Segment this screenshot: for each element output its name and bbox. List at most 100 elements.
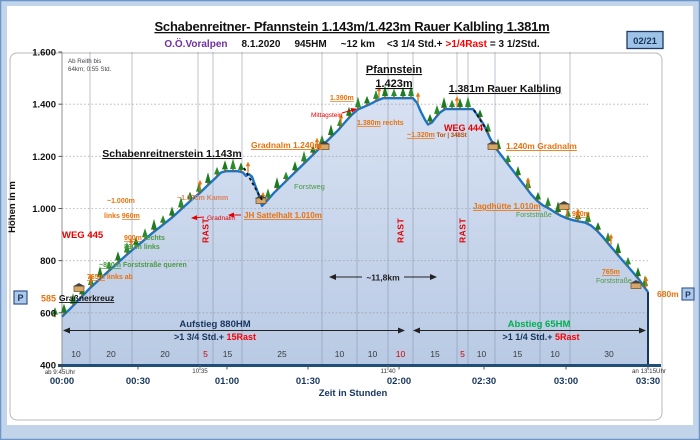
steep-section-dashes <box>243 167 263 201</box>
up-arrow-icon <box>575 208 581 220</box>
distance-label: ~12 km <box>341 39 375 50</box>
segment-minutes-label: 10 <box>550 349 560 359</box>
page-badge: 02/21 <box>626 30 664 50</box>
waypoint-765m-suffix: links ab <box>105 274 133 281</box>
parking-icon-letter: P <box>685 290 691 300</box>
mid-time1-note: 10:35 <box>192 368 208 375</box>
landmark-rauer-kalbling: 1.381m Rauer Kalbling <box>449 83 562 95</box>
end-time-note: an 13:15Uhr <box>632 368 666 375</box>
aufstieg-label: Aufstieg 880HM <box>179 319 250 330</box>
drive-note: Ab Reith bis 64km; 0:55 Std. <box>68 58 112 73</box>
waypoint-900m-suffix: rechts <box>142 235 165 242</box>
waypoint-960m-links-prefix: links <box>104 213 122 220</box>
segment-minutes-label: 15 <box>513 349 523 359</box>
y-tick-label: 1.000 <box>32 204 56 215</box>
tree-icon <box>595 222 601 233</box>
tree-icon <box>169 206 175 219</box>
hut-icon <box>487 141 499 150</box>
segment-minutes-label: 5 <box>203 349 208 359</box>
tree-icon <box>477 109 483 120</box>
tree-icon <box>400 86 406 99</box>
landmark-pfannstein-elev: 1.423m <box>375 78 413 90</box>
y-tick-label: 400 <box>40 361 56 372</box>
forstweg-label: Forstweg <box>294 182 325 191</box>
tree-icon <box>70 292 76 307</box>
segment-minutes-label: 20 <box>106 349 116 359</box>
segment-minutes-label: 10 <box>368 349 378 359</box>
drive-note-line1: Ab Reith bis <box>68 58 101 65</box>
parking-icon <box>681 287 695 301</box>
up-arrow-icon <box>128 238 134 250</box>
x-tick-label: 02:30 <box>472 376 496 387</box>
page-title: Schabenreitner- Pfannstein 1.143m/1.423m… <box>154 19 549 34</box>
waypoint-960m-links: links 960m <box>104 213 140 220</box>
tree-icon <box>238 162 244 173</box>
gradnalm-small-label: Gradnalm <box>207 215 236 222</box>
aufstieg-rast-value: 15Rast <box>227 332 257 342</box>
page-subtitle: O.Ö.Voralpen 8.1.2020 945HM ~12 km <3 1/4 St… <box>164 37 540 50</box>
abstieg-time-value: >1 1/4 Std.+ <box>502 332 555 342</box>
distance-annotation: ~11,8km <box>329 273 437 283</box>
height-meters-label: 945HM <box>294 39 326 50</box>
tree-icon <box>545 196 551 209</box>
tree-icon <box>151 218 157 233</box>
rast-label: RAST <box>396 218 406 243</box>
tree-icon <box>625 256 631 268</box>
waypoint-960m-right: 960m <box>572 211 590 218</box>
hut-icon <box>318 141 330 150</box>
gridline-layer <box>62 52 648 365</box>
rast-label: RAST <box>201 218 211 243</box>
up-arrow-icon <box>415 92 421 104</box>
waypoint-1320m-tor: ~1.320m Tor | 348St <box>407 132 467 139</box>
segment-minutes-label: 25 <box>277 349 287 359</box>
waypoint-1320m-value: ~1.320m <box>407 132 435 139</box>
up-arrow-icon <box>376 86 382 98</box>
tree-icon <box>283 171 289 182</box>
waypoint-900m-rechts: 900m rechts <box>124 235 165 242</box>
drive-note-line2: 64km; 0:55 Std. <box>68 66 112 73</box>
waypoint-765m-links: 765m links ab <box>87 274 133 281</box>
region-label: O.Ö.Voralpen <box>164 37 227 50</box>
aufstieg-time-label: >1 3/4 Std.+ 15Rast <box>174 332 256 342</box>
y-tick-label: 800 <box>40 256 56 267</box>
tree-icon <box>106 261 112 272</box>
tree-icon <box>505 154 511 165</box>
tree-icon <box>391 88 397 99</box>
tree-icon <box>615 242 621 256</box>
forststrasse-right-label: Forststraße <box>596 278 632 285</box>
waypoint-960m-links-value: 960m <box>122 213 140 220</box>
waypoint-1320m-suffix: Tor | 348St <box>435 133 467 139</box>
hut-gradnalm-right-label: 1.240m Gradnalm <box>506 141 577 151</box>
forststrasse-mid-label: Forststraße <box>516 212 552 219</box>
elevation-area-fill <box>62 98 648 365</box>
tree-icon <box>364 95 370 106</box>
tree-icon <box>301 150 307 165</box>
tree-icon <box>382 85 388 99</box>
parking-icon <box>13 290 28 305</box>
waypoint-1390m: 1.390m <box>330 95 354 102</box>
x-tick-label: 00:00 <box>50 376 74 387</box>
tree-icon <box>205 172 211 186</box>
waypoint-800m-queren: ~800m Forststraße queren <box>99 262 187 269</box>
hut-jh-sattelhalt-label: JH Sattelhalt 1.010m <box>244 211 322 220</box>
tree-icon <box>427 113 433 124</box>
x-tick-label: 03:00 <box>554 376 578 387</box>
up-arrow-icon <box>197 179 203 191</box>
landmark-grassnerkreuz: Graßnerkreuz <box>59 293 114 303</box>
tree-icon <box>142 228 148 240</box>
waypoint-890m-links: 890m links <box>124 244 160 251</box>
mittagstein-pointer-arrow <box>341 107 357 114</box>
tree-icon <box>133 237 139 248</box>
tree-icon <box>449 99 455 110</box>
segment-minutes-label: 10 <box>335 349 345 359</box>
tree-icon <box>310 145 316 156</box>
x-axis-title: Zeit in Stunden <box>319 388 388 399</box>
waypoint-kamm: ~1.070m Kamm <box>177 195 228 202</box>
abstieg-time-label: >1 1/4 Std.+ 5Rast <box>502 332 579 342</box>
tree-icon <box>465 96 471 110</box>
up-arrow-icon <box>608 233 614 245</box>
parking-start-marker: P 585 <box>13 290 56 305</box>
decoration-layer <box>52 85 649 318</box>
